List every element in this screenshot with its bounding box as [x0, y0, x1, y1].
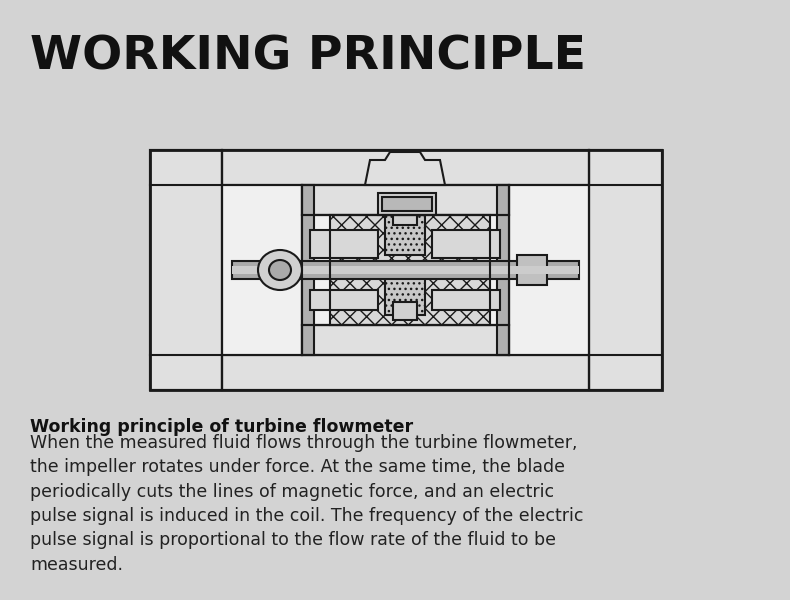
Bar	[432, 290, 500, 310]
Bar	[310, 230, 378, 258]
Bar	[589, 150, 662, 390]
Bar	[222, 150, 589, 185]
Bar	[302, 185, 509, 215]
Bar	[222, 355, 589, 390]
Ellipse shape	[269, 260, 291, 280]
Bar	[385, 215, 425, 255]
Bar	[302, 185, 509, 215]
Bar	[393, 207, 417, 225]
Bar	[393, 302, 417, 320]
Polygon shape	[365, 152, 445, 185]
Bar	[302, 325, 509, 355]
Bar	[310, 290, 378, 310]
Bar	[302, 185, 509, 215]
Bar	[517, 255, 547, 285]
Bar	[589, 150, 662, 390]
Bar	[150, 150, 662, 390]
Bar	[222, 150, 589, 185]
Bar	[385, 215, 425, 255]
Ellipse shape	[258, 250, 302, 290]
Bar	[330, 215, 490, 325]
Text: Working principle of turbine flowmeter: Working principle of turbine flowmeter	[30, 418, 413, 436]
Bar	[150, 150, 222, 390]
Bar	[150, 150, 222, 390]
Bar	[222, 150, 589, 185]
Bar	[589, 150, 662, 390]
Bar	[497, 185, 509, 355]
Bar	[432, 230, 500, 258]
Bar	[509, 185, 589, 355]
Bar	[232, 261, 579, 279]
Bar	[302, 325, 509, 355]
Bar	[385, 275, 425, 315]
Bar	[330, 215, 490, 325]
Bar	[385, 275, 425, 315]
Bar	[222, 355, 589, 390]
Bar	[378, 193, 436, 215]
Bar	[222, 185, 302, 355]
Bar	[302, 325, 509, 355]
Bar	[302, 185, 314, 355]
Text: WORKING PRINCIPLE: WORKING PRINCIPLE	[30, 35, 586, 80]
Bar	[232, 266, 579, 274]
Bar	[150, 150, 222, 390]
Bar	[382, 197, 432, 211]
Bar	[330, 215, 490, 325]
Text: When the measured fluid flows through the turbine flowmeter,
the impeller rotate: When the measured fluid flows through th…	[30, 434, 584, 574]
Bar	[302, 215, 509, 325]
Bar	[222, 355, 589, 390]
